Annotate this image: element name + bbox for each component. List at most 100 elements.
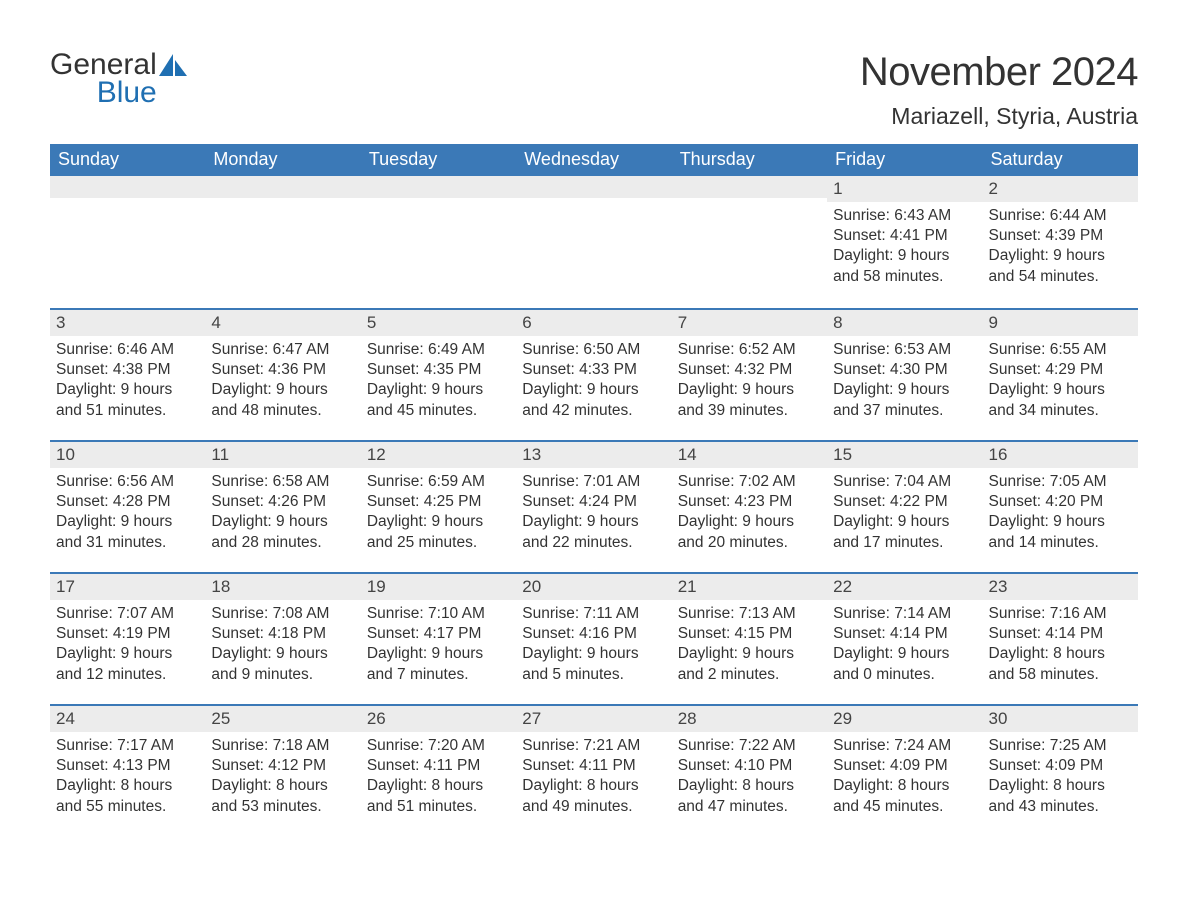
daylight-line: Daylight: 9 hours and 58 minutes. — [833, 246, 976, 286]
sunrise-line: Sunrise: 7:02 AM — [678, 472, 821, 492]
sunset-line: Sunset: 4:11 PM — [367, 756, 510, 776]
sunrise-line: Sunrise: 6:47 AM — [211, 340, 354, 360]
day-cell: 17Sunrise: 7:07 AMSunset: 4:19 PMDayligh… — [50, 574, 205, 704]
day-number: 28 — [672, 706, 827, 732]
daylight-line: Daylight: 9 hours and 48 minutes. — [211, 380, 354, 420]
week-row: 10Sunrise: 6:56 AMSunset: 4:28 PMDayligh… — [50, 440, 1138, 572]
daylight-line: Daylight: 9 hours and 14 minutes. — [989, 512, 1132, 552]
week-row: 1Sunrise: 6:43 AMSunset: 4:41 PMDaylight… — [50, 176, 1138, 308]
day-cell: 5Sunrise: 6:49 AMSunset: 4:35 PMDaylight… — [361, 310, 516, 440]
day-body: Sunrise: 6:47 AMSunset: 4:36 PMDaylight:… — [205, 336, 360, 431]
day-number: 26 — [361, 706, 516, 732]
day-body: Sunrise: 7:08 AMSunset: 4:18 PMDaylight:… — [205, 600, 360, 695]
daylight-line: Daylight: 8 hours and 51 minutes. — [367, 776, 510, 816]
sunset-line: Sunset: 4:41 PM — [833, 226, 976, 246]
logo: General Blue — [50, 50, 187, 108]
day-cell: 1Sunrise: 6:43 AMSunset: 4:41 PMDaylight… — [827, 176, 982, 308]
sunrise-line: Sunrise: 7:20 AM — [367, 736, 510, 756]
day-header-fri: Friday — [827, 144, 982, 176]
day-number: 30 — [983, 706, 1138, 732]
day-cell: 15Sunrise: 7:04 AMSunset: 4:22 PMDayligh… — [827, 442, 982, 572]
sunrise-line: Sunrise: 7:22 AM — [678, 736, 821, 756]
day-number: 18 — [205, 574, 360, 600]
day-header-sat: Saturday — [983, 144, 1138, 176]
day-cell: 8Sunrise: 6:53 AMSunset: 4:30 PMDaylight… — [827, 310, 982, 440]
sunrise-line: Sunrise: 7:11 AM — [522, 604, 665, 624]
day-cell: 24Sunrise: 7:17 AMSunset: 4:13 PMDayligh… — [50, 706, 205, 836]
day-cell — [516, 176, 671, 308]
daylight-line: Daylight: 8 hours and 58 minutes. — [989, 644, 1132, 684]
day-cell: 19Sunrise: 7:10 AMSunset: 4:17 PMDayligh… — [361, 574, 516, 704]
sunset-line: Sunset: 4:24 PM — [522, 492, 665, 512]
sunset-line: Sunset: 4:36 PM — [211, 360, 354, 380]
day-body: Sunrise: 7:20 AMSunset: 4:11 PMDaylight:… — [361, 732, 516, 827]
sunrise-line: Sunrise: 7:10 AM — [367, 604, 510, 624]
day-cell: 12Sunrise: 6:59 AMSunset: 4:25 PMDayligh… — [361, 442, 516, 572]
daylight-line: Daylight: 9 hours and 28 minutes. — [211, 512, 354, 552]
day-header-thu: Thursday — [672, 144, 827, 176]
day-body: Sunrise: 7:11 AMSunset: 4:16 PMDaylight:… — [516, 600, 671, 695]
day-header-sun: Sunday — [50, 144, 205, 176]
day-number: 27 — [516, 706, 671, 732]
day-body: Sunrise: 6:55 AMSunset: 4:29 PMDaylight:… — [983, 336, 1138, 431]
sunset-line: Sunset: 4:26 PM — [211, 492, 354, 512]
day-body: Sunrise: 6:53 AMSunset: 4:30 PMDaylight:… — [827, 336, 982, 431]
day-body: Sunrise: 6:52 AMSunset: 4:32 PMDaylight:… — [672, 336, 827, 431]
day-number: 17 — [50, 574, 205, 600]
day-number: 25 — [205, 706, 360, 732]
day-cell: 29Sunrise: 7:24 AMSunset: 4:09 PMDayligh… — [827, 706, 982, 836]
daylight-line: Daylight: 8 hours and 49 minutes. — [522, 776, 665, 816]
logo-text: General Blue — [50, 50, 157, 108]
day-number: 12 — [361, 442, 516, 468]
day-header-wed: Wednesday — [516, 144, 671, 176]
weeks-container: 1Sunrise: 6:43 AMSunset: 4:41 PMDaylight… — [50, 176, 1138, 836]
day-cell: 20Sunrise: 7:11 AMSunset: 4:16 PMDayligh… — [516, 574, 671, 704]
logo-word2: Blue — [50, 78, 157, 108]
day-number-bar — [205, 176, 360, 198]
day-number: 22 — [827, 574, 982, 600]
day-number: 8 — [827, 310, 982, 336]
day-cell: 13Sunrise: 7:01 AMSunset: 4:24 PMDayligh… — [516, 442, 671, 572]
sunrise-line: Sunrise: 7:25 AM — [989, 736, 1132, 756]
daylight-line: Daylight: 8 hours and 55 minutes. — [56, 776, 199, 816]
day-number: 15 — [827, 442, 982, 468]
sunrise-line: Sunrise: 6:46 AM — [56, 340, 199, 360]
day-cell: 23Sunrise: 7:16 AMSunset: 4:14 PMDayligh… — [983, 574, 1138, 704]
sunset-line: Sunset: 4:14 PM — [989, 624, 1132, 644]
daylight-line: Daylight: 9 hours and 25 minutes. — [367, 512, 510, 552]
month-title: November 2024 — [860, 50, 1138, 95]
day-body: Sunrise: 7:05 AMSunset: 4:20 PMDaylight:… — [983, 468, 1138, 563]
sunrise-line: Sunrise: 7:17 AM — [56, 736, 199, 756]
day-cell — [672, 176, 827, 308]
week-row: 17Sunrise: 7:07 AMSunset: 4:19 PMDayligh… — [50, 572, 1138, 704]
daylight-line: Daylight: 9 hours and 20 minutes. — [678, 512, 821, 552]
sunset-line: Sunset: 4:17 PM — [367, 624, 510, 644]
sunset-line: Sunset: 4:35 PM — [367, 360, 510, 380]
location: Mariazell, Styria, Austria — [860, 103, 1138, 130]
sunset-line: Sunset: 4:14 PM — [833, 624, 976, 644]
sunset-line: Sunset: 4:23 PM — [678, 492, 821, 512]
day-cell: 16Sunrise: 7:05 AMSunset: 4:20 PMDayligh… — [983, 442, 1138, 572]
sunset-line: Sunset: 4:22 PM — [833, 492, 976, 512]
day-body: Sunrise: 7:16 AMSunset: 4:14 PMDaylight:… — [983, 600, 1138, 695]
sunset-line: Sunset: 4:10 PM — [678, 756, 821, 776]
sunset-line: Sunset: 4:25 PM — [367, 492, 510, 512]
day-cell: 27Sunrise: 7:21 AMSunset: 4:11 PMDayligh… — [516, 706, 671, 836]
page-header: General Blue November 2024 Mariazell, St… — [50, 50, 1138, 130]
day-cell — [50, 176, 205, 308]
sunset-line: Sunset: 4:33 PM — [522, 360, 665, 380]
day-number: 4 — [205, 310, 360, 336]
day-body: Sunrise: 7:04 AMSunset: 4:22 PMDaylight:… — [827, 468, 982, 563]
sunrise-line: Sunrise: 6:43 AM — [833, 206, 976, 226]
title-block: November 2024 Mariazell, Styria, Austria — [860, 50, 1138, 130]
daylight-line: Daylight: 9 hours and 12 minutes. — [56, 644, 199, 684]
day-body: Sunrise: 7:25 AMSunset: 4:09 PMDaylight:… — [983, 732, 1138, 827]
week-row: 24Sunrise: 7:17 AMSunset: 4:13 PMDayligh… — [50, 704, 1138, 836]
sunrise-line: Sunrise: 7:08 AM — [211, 604, 354, 624]
week-row: 3Sunrise: 6:46 AMSunset: 4:38 PMDaylight… — [50, 308, 1138, 440]
day-cell: 14Sunrise: 7:02 AMSunset: 4:23 PMDayligh… — [672, 442, 827, 572]
day-cell — [205, 176, 360, 308]
day-header-tue: Tuesday — [361, 144, 516, 176]
day-body: Sunrise: 7:13 AMSunset: 4:15 PMDaylight:… — [672, 600, 827, 695]
daylight-line: Daylight: 9 hours and 7 minutes. — [367, 644, 510, 684]
